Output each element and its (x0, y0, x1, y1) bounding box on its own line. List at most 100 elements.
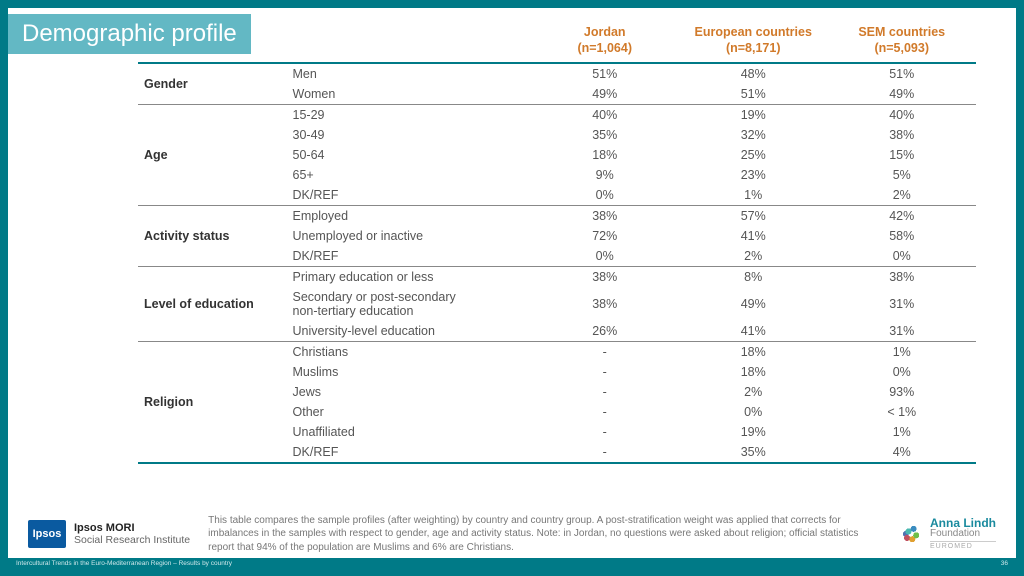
ipsos-name: Ipsos MORI (74, 522, 190, 534)
value-cell: 2% (679, 382, 828, 402)
row-label: DK/REF (287, 442, 531, 462)
row-label: Unemployed or inactive (287, 226, 531, 246)
col-header-2: SEM countries(n=5,093) (827, 22, 976, 62)
value-cell: 8% (679, 267, 828, 288)
col-header-1: European countries(n=8,171) (679, 22, 828, 62)
category-label: Age (138, 105, 287, 206)
value-cell: - (530, 362, 679, 382)
value-cell: 31% (827, 287, 976, 321)
value-cell: 18% (679, 362, 828, 382)
value-cell: 49% (827, 84, 976, 104)
category-label: Gender (138, 63, 287, 104)
value-cell: 72% (530, 226, 679, 246)
row-label: Christians (287, 342, 531, 363)
row-label: DK/REF (287, 185, 531, 205)
row-label: 50-64 (287, 145, 531, 165)
value-cell: 31% (827, 321, 976, 341)
table-footnote: This table compares the sample profiles … (208, 514, 880, 555)
value-cell: 18% (530, 145, 679, 165)
value-cell: 23% (679, 165, 828, 185)
row-label: Men (287, 63, 531, 84)
value-cell: - (530, 382, 679, 402)
bottom-bar: Intercultural Trends in the Euro-Mediter… (8, 558, 1016, 568)
row-label: Women (287, 84, 531, 104)
row-label: Primary education or less (287, 267, 531, 288)
value-cell: 51% (530, 63, 679, 84)
value-cell: 48% (679, 63, 828, 84)
row-label: Jews (287, 382, 531, 402)
row-label: University-level education (287, 321, 531, 341)
value-cell: 19% (679, 105, 828, 126)
row-label: Muslims (287, 362, 531, 382)
value-cell: - (530, 442, 679, 462)
value-cell: 26% (530, 321, 679, 341)
value-cell: 2% (827, 185, 976, 205)
category-label: Level of education (138, 267, 287, 342)
table-row: ReligionChristians-18%1% (138, 342, 976, 363)
value-cell: 38% (530, 287, 679, 321)
row-label: Employed (287, 206, 531, 227)
value-cell: 40% (827, 105, 976, 126)
value-cell: 5% (827, 165, 976, 185)
value-cell: 18% (679, 342, 828, 363)
value-cell: 41% (679, 226, 828, 246)
value-cell: 38% (530, 267, 679, 288)
value-cell: 4% (827, 442, 976, 462)
ipsos-subtitle: Social Research Institute (74, 534, 190, 546)
footer: Ipsos Ipsos MORI Social Research Institu… (28, 514, 996, 555)
value-cell: 42% (827, 206, 976, 227)
value-cell: 49% (679, 287, 828, 321)
value-cell: 41% (679, 321, 828, 341)
value-cell: 15% (827, 145, 976, 165)
demographic-table: Jordan(n=1,064)European countries(n=8,17… (138, 22, 976, 464)
row-label: 30-49 (287, 125, 531, 145)
value-cell: 0% (827, 246, 976, 266)
value-cell: 51% (679, 84, 828, 104)
value-cell: 38% (530, 206, 679, 227)
alf-tag: EUROMED (930, 541, 996, 550)
row-label: 65+ (287, 165, 531, 185)
col-header-0: Jordan(n=1,064) (530, 22, 679, 62)
table-row: GenderMen51%48%51% (138, 63, 976, 84)
value-cell: 0% (530, 185, 679, 205)
value-cell: 1% (679, 185, 828, 205)
alf-logo-icon (898, 521, 924, 547)
value-cell: 2% (679, 246, 828, 266)
page-number: 36 (1001, 560, 1008, 567)
value-cell: 25% (679, 145, 828, 165)
alf-subtitle: Foundation (930, 529, 996, 539)
table-row: Level of educationPrimary education or l… (138, 267, 976, 288)
table-row: Activity statusEmployed38%57%42% (138, 206, 976, 227)
value-cell: 9% (530, 165, 679, 185)
value-cell: 51% (827, 63, 976, 84)
row-label: Other (287, 402, 531, 422)
row-label: Secondary or post-secondarynon-tertiary … (287, 287, 531, 321)
bottom-left-text: Intercultural Trends in the Euro-Mediter… (16, 560, 232, 567)
ipsos-branding: Ipsos Ipsos MORI Social Research Institu… (28, 520, 190, 548)
value-cell: 0% (827, 362, 976, 382)
value-cell: 0% (530, 246, 679, 266)
row-label: Unaffiliated (287, 422, 531, 442)
category-label: Religion (138, 342, 287, 463)
value-cell: 19% (679, 422, 828, 442)
category-label: Activity status (138, 206, 287, 267)
alf-branding: Anna Lindh Foundation EUROMED (898, 517, 996, 550)
row-label: DK/REF (287, 246, 531, 266)
value-cell: 93% (827, 382, 976, 402)
ipsos-logo-icon: Ipsos (28, 520, 66, 548)
value-cell: 38% (827, 267, 976, 288)
value-cell: 1% (827, 422, 976, 442)
value-cell: 49% (530, 84, 679, 104)
value-cell: 40% (530, 105, 679, 126)
value-cell: 1% (827, 342, 976, 363)
value-cell: 35% (530, 125, 679, 145)
value-cell: < 1% (827, 402, 976, 422)
row-label: 15-29 (287, 105, 531, 126)
value-cell: - (530, 402, 679, 422)
table-row: Age15-2940%19%40% (138, 105, 976, 126)
value-cell: - (530, 342, 679, 363)
value-cell: 0% (679, 402, 828, 422)
value-cell: 32% (679, 125, 828, 145)
value-cell: 38% (827, 125, 976, 145)
value-cell: 35% (679, 442, 828, 462)
